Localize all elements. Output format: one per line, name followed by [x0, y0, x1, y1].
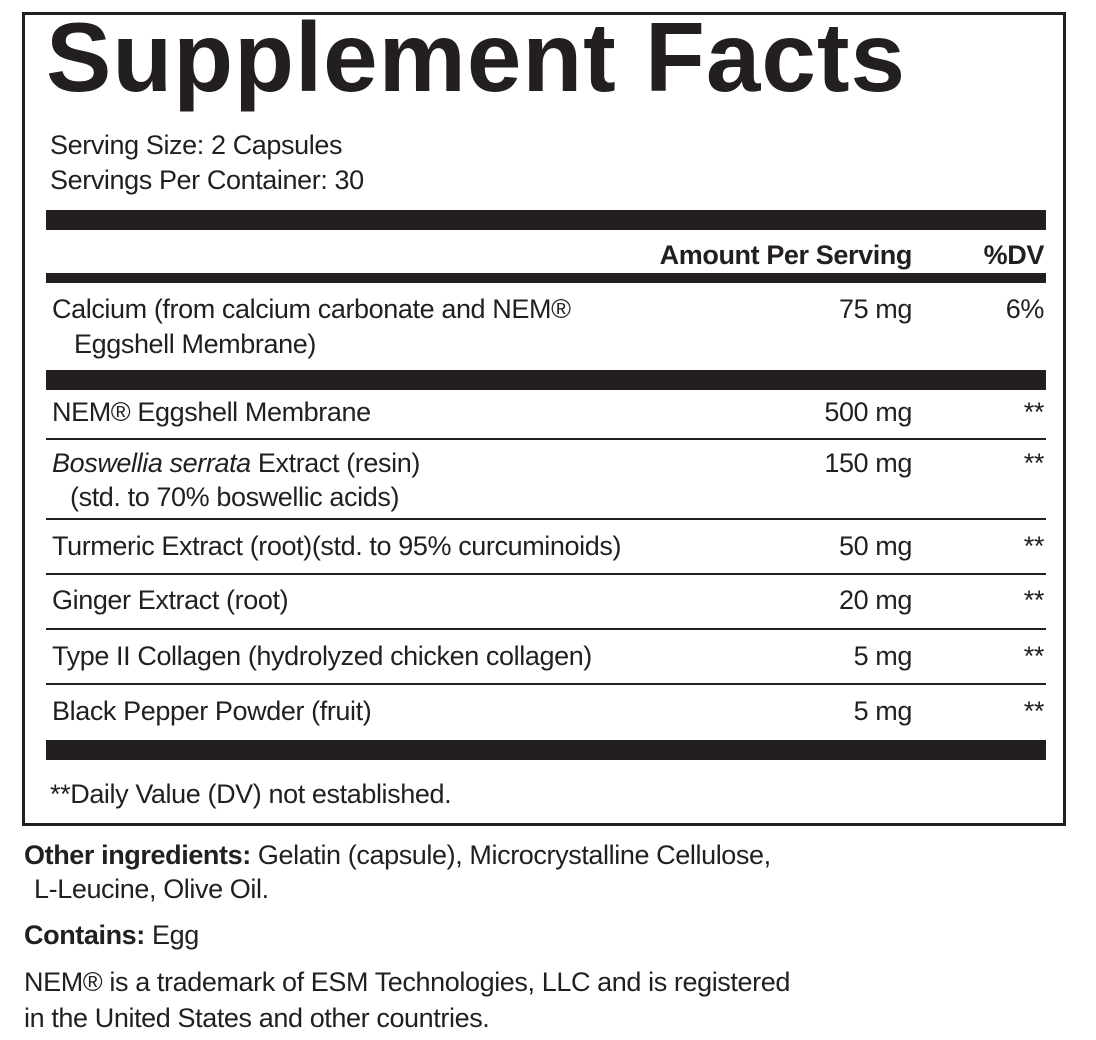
ingredient-name: Boswellia serrata Extract (resin) — [52, 446, 420, 480]
ingredient-name: Type II Collagen (hydrolyzed chicken col… — [52, 641, 592, 671]
trademark-line-2: in the United States and other countries… — [24, 1003, 490, 1033]
row-divider — [46, 573, 1046, 575]
row-divider — [46, 628, 1046, 630]
ingredient-amount: 5 mg — [853, 641, 913, 671]
row-divider — [46, 683, 1046, 685]
ingredient-amount: 20 mg — [838, 585, 912, 615]
ingredient-amount: 500 mg — [824, 397, 912, 427]
ingredient-name-rest: Extract (resin) — [250, 448, 420, 478]
ingredient-name: Ginger Extract (root) — [52, 585, 289, 615]
footnote: **Daily Value (DV) not established. — [50, 779, 452, 809]
row-divider — [46, 518, 1046, 520]
ingredient-name-italic: Boswellia serrata — [52, 448, 251, 478]
thick-divider — [46, 210, 1046, 230]
ingredient-dv: ** — [1023, 531, 1045, 561]
ingredient-name: Calcium (from calcium carbonate and NEM® — [52, 294, 571, 324]
thick-divider — [46, 370, 1046, 390]
amount-header: Amount Per Serving — [659, 240, 913, 270]
row-divider — [46, 438, 1046, 440]
thick-divider — [46, 740, 1046, 760]
contains-text: Egg — [144, 920, 199, 950]
other-ingredients-text: Gelatin (capsule), Microcrystalline Cell… — [250, 840, 771, 870]
other-ingredients-label: Other ingredients: — [24, 840, 251, 870]
panel-title: Supplement Facts — [46, 2, 907, 112]
ingredient-dv: ** — [1023, 585, 1045, 615]
ingredient-amount: 5 mg — [853, 696, 913, 726]
ingredient-amount: 50 mg — [838, 531, 912, 561]
dv-header: %DV — [983, 240, 1045, 270]
ingredient-dv: ** — [1023, 696, 1045, 726]
ingredient-name-cont: (std. to 70% boswellic acids) — [70, 482, 400, 512]
other-ingredients-cont: L-Leucine, Olive Oil. — [34, 874, 269, 904]
medium-divider — [46, 273, 1046, 283]
servings-per-container: Servings Per Container: 30 — [50, 165, 364, 195]
ingredient-amount: 150 mg — [824, 448, 912, 478]
ingredient-name-cont: Eggshell Membrane) — [74, 329, 316, 359]
supplement-facts-panel — [22, 12, 1066, 826]
ingredient-name: Black Pepper Powder (fruit) — [52, 696, 372, 726]
ingredient-dv: ** — [1023, 397, 1045, 427]
ingredient-dv: ** — [1023, 641, 1045, 671]
ingredient-amount: 75 mg — [838, 294, 912, 324]
other-ingredients: Other ingredients: Gelatin (capsule), Mi… — [24, 838, 771, 872]
ingredient-name: NEM® Eggshell Membrane — [52, 397, 371, 427]
ingredient-dv: ** — [1023, 448, 1045, 478]
ingredient-dv: 6% — [1005, 294, 1045, 324]
serving-size: Serving Size: 2 Capsules — [50, 130, 343, 160]
ingredient-name: Turmeric Extract (root)(std. to 95% curc… — [52, 531, 622, 561]
trademark-line-1: NEM® is a trademark of ESM Technologies,… — [24, 967, 790, 997]
contains: Contains: Egg — [24, 918, 199, 952]
contains-label: Contains: — [24, 920, 145, 950]
